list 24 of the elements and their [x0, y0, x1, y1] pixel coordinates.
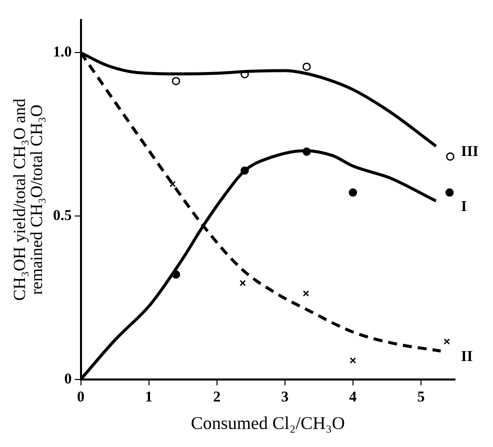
point — [348, 188, 358, 197]
y-axis-title: CH₃OH yield/total CH₃O and remained CH₃O/total CH₃O — [10, 98, 46, 301]
x-tick-label: 0 — [77, 389, 84, 406]
point — [240, 280, 246, 286]
y-tick-label: 0 — [64, 371, 72, 388]
y-tick-label: 0.5 — [53, 208, 72, 224]
x-tick-label: 4 — [349, 389, 358, 406]
x-axis-title: Consumed Cl₂/CH₃O — [190, 412, 345, 433]
x-tick-label: 1 — [145, 389, 153, 406]
x-tick-label: 3 — [281, 389, 289, 406]
point — [169, 180, 176, 188]
series-label: III — [461, 144, 479, 160]
series-label: I — [461, 198, 467, 215]
point — [302, 62, 311, 71]
point — [172, 76, 180, 86]
y-tick-label: 1.0 — [53, 44, 72, 61]
point — [446, 152, 454, 161]
x-tick-label: 5 — [417, 389, 425, 406]
point — [444, 338, 450, 345]
x-tick-label: 2 — [213, 389, 221, 406]
series-label: II — [461, 348, 473, 365]
point — [302, 290, 310, 297]
point — [445, 188, 454, 197]
point — [350, 357, 356, 364]
